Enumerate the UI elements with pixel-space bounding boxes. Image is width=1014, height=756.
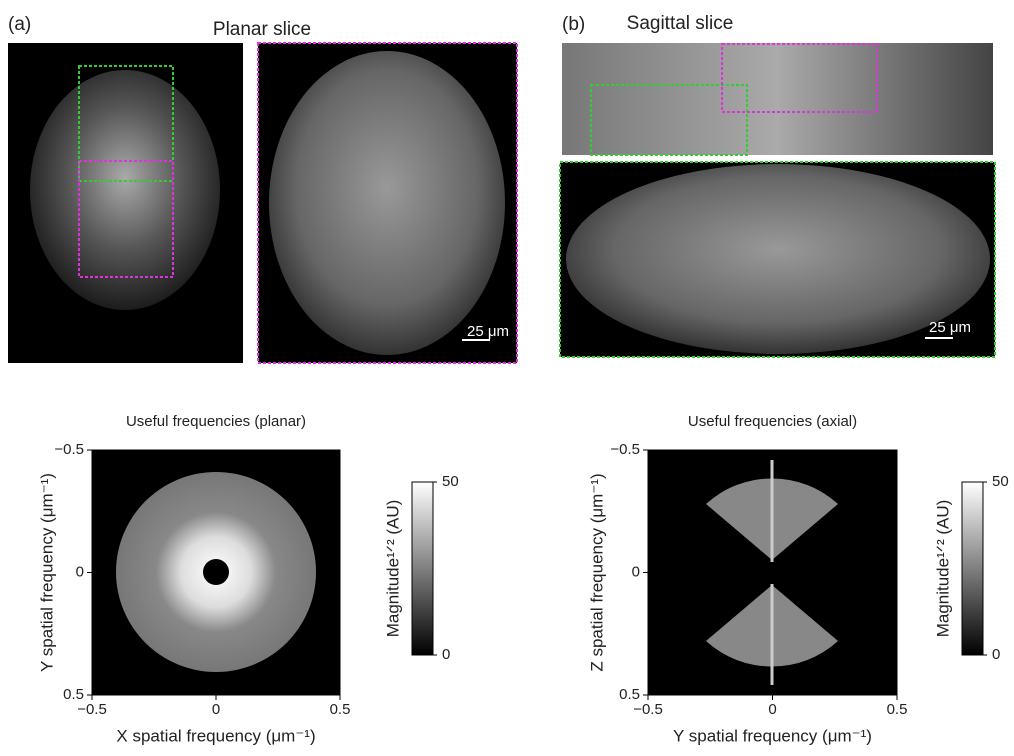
colorbar-tick-label: 50 — [992, 473, 1009, 490]
colorbar-label: Magnitude¹ᐟ² (AU) — [383, 500, 402, 638]
colorbar-label: Magnitude¹ᐟ² (AU) — [933, 500, 952, 638]
x-tick-label: 0 — [768, 701, 776, 718]
y-axis-label: Z spatial frequency (μm⁻¹) — [587, 473, 606, 671]
figure: (a) Planar slice 25 μm (b) Sagittal slic… — [0, 0, 1014, 751]
x-tick-label: −0.5 — [633, 701, 663, 718]
y-tick-label: −0.5 — [610, 441, 640, 458]
panel-label: (b) — [562, 14, 585, 35]
colorbar — [962, 482, 983, 655]
panel-title: Planar slice — [213, 19, 311, 40]
plot-title: Useful frequencies (axial) — [688, 413, 857, 430]
y-tick-label: 0 — [76, 563, 84, 580]
panel-a: (a) Planar slice 25 μm — [8, 14, 517, 363]
sagittal-image — [562, 43, 993, 155]
panel-b: (b) Sagittal slice 25 μm — [560, 13, 995, 357]
y-tick-label: 0.5 — [619, 686, 640, 703]
zoom-field — [269, 51, 505, 355]
freq-image-planar — [92, 450, 340, 695]
scale-label: 25 μm — [929, 319, 971, 336]
x-axis-label: Y spatial frequency (μm⁻¹) — [673, 726, 872, 745]
x-tick-label: −0.5 — [77, 701, 107, 718]
panel-title: Sagittal slice — [627, 13, 734, 34]
x-tick-label: 0.5 — [330, 701, 351, 718]
brain — [30, 70, 220, 310]
y-tick-label: 0 — [632, 563, 640, 580]
y-tick-label: 0.5 — [63, 686, 84, 703]
dc-hole — [203, 559, 229, 585]
y-tick-label: −0.5 — [54, 441, 84, 458]
dc-hole — [760, 562, 784, 584]
freq-image-axial — [648, 450, 897, 695]
scale-label: 25 μm — [467, 323, 509, 340]
colorbar-tick-label: 0 — [442, 646, 450, 663]
colorbar-tick-label: 50 — [442, 473, 459, 490]
colorbar-tick-label: 0 — [992, 646, 1000, 663]
colorbar — [412, 482, 433, 655]
x-tick-label: 0 — [212, 701, 220, 718]
y-axis-label: Y spatial frequency (μm⁻¹) — [37, 473, 56, 672]
plot-title: Useful frequencies (planar) — [126, 413, 306, 430]
x-axis-label: X spatial frequency (μm⁻¹) — [116, 726, 315, 745]
zoom-field — [566, 164, 990, 354]
panel-label: (a) — [8, 14, 31, 35]
x-tick-label: 0.5 — [887, 701, 908, 718]
